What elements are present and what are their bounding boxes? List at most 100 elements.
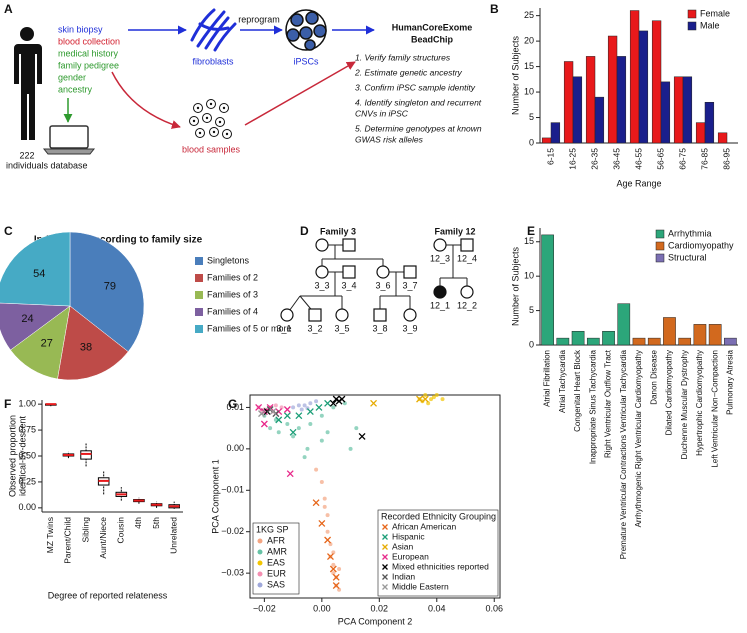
point xyxy=(266,403,274,411)
legend-swatch xyxy=(195,291,203,299)
x-tick-label: −0.02 xyxy=(253,603,276,613)
bar xyxy=(632,337,646,346)
point xyxy=(332,573,340,581)
legend-label: African American xyxy=(392,521,457,531)
point xyxy=(370,399,378,407)
step: CNVs in iPSC xyxy=(355,108,409,118)
point xyxy=(308,401,313,406)
y-tick-label: 15 xyxy=(524,236,534,246)
value-label: 24 xyxy=(21,313,33,325)
bar xyxy=(556,337,570,346)
panel-label: E xyxy=(527,224,535,238)
y-tick-label: 5 xyxy=(529,112,534,122)
point xyxy=(315,403,323,411)
point xyxy=(331,550,336,555)
point xyxy=(322,496,327,501)
x-tick-label: 36-45 xyxy=(611,148,621,170)
panel-label: A xyxy=(4,2,13,16)
member-label: 3_2 xyxy=(307,323,322,333)
x-tick-label: 66-75 xyxy=(677,148,687,170)
point xyxy=(329,565,337,573)
legend-label: SAS xyxy=(267,579,285,589)
legend-label: Families of 5 or more xyxy=(207,323,292,333)
x-tick-label: Right Ventricular Outflow Tract xyxy=(604,349,613,458)
point xyxy=(348,446,353,451)
point xyxy=(302,455,307,460)
point xyxy=(429,397,434,402)
legend-label: Male xyxy=(700,20,720,30)
family-title: Family 12 xyxy=(434,226,475,236)
ipsc-icon xyxy=(285,9,327,51)
x-axis-label: PCA Component 2 xyxy=(338,616,413,626)
x-tick-label: MZ Twins xyxy=(45,517,55,553)
bar xyxy=(708,324,722,346)
member-label: 3_6 xyxy=(375,280,390,290)
point xyxy=(260,420,268,428)
member-label: 3_7 xyxy=(402,280,417,290)
bar xyxy=(541,234,554,346)
y-tick-label: 1.00 xyxy=(18,399,36,409)
legend-swatch xyxy=(655,229,665,239)
bar xyxy=(571,330,585,346)
item: medical history xyxy=(58,48,119,58)
legend-swatch xyxy=(195,325,203,333)
point xyxy=(319,480,324,484)
point xyxy=(258,410,265,418)
point xyxy=(325,529,330,534)
y-tick-label: 10 xyxy=(524,86,534,96)
point xyxy=(329,399,337,407)
point xyxy=(306,408,314,416)
legend-swatch xyxy=(382,534,388,540)
chip-title: HumanCoreExome xyxy=(392,22,473,32)
x-tick-label: Atrial Tachycardia xyxy=(558,349,567,413)
legend-label: AFR xyxy=(267,535,286,545)
point xyxy=(325,513,330,518)
x-tick-label: Atrial Fibrillation xyxy=(543,350,552,407)
legend-swatch xyxy=(382,544,388,550)
legend-label: Mixed ethnicities reported xyxy=(392,561,489,571)
x-tick-label: Arrhythmogenic Right Ventricular Cardiom… xyxy=(634,350,643,527)
step: 1. Verify family structures xyxy=(355,52,451,62)
x-tick-label: Premature Ventricular Contractions Ventr… xyxy=(619,349,628,559)
arrow xyxy=(111,71,181,129)
member-label: 12_3 xyxy=(430,253,450,263)
bar xyxy=(663,317,676,346)
legend-label: AMR xyxy=(267,546,288,556)
legend-swatch xyxy=(687,9,697,19)
step: 2. Estimate genetic ancestry xyxy=(354,67,463,77)
legend-swatch xyxy=(382,554,388,560)
member-label: 3_5 xyxy=(334,323,349,333)
bar xyxy=(724,337,737,346)
label: database xyxy=(50,160,87,170)
legend-swatch xyxy=(195,257,203,265)
x-axis-label: Degree of reported relateness xyxy=(48,590,168,600)
y-tick-label: 0 xyxy=(529,339,534,349)
legend-box xyxy=(377,509,499,597)
value-label: 27 xyxy=(41,338,53,350)
x-tick-label: Congenital Heart Block xyxy=(573,349,582,432)
item: family pedigree xyxy=(58,60,119,70)
member-label: 3_1 xyxy=(276,323,291,333)
pie-slice xyxy=(0,231,71,307)
member-label: 12_2 xyxy=(457,300,477,310)
point xyxy=(305,446,310,451)
point xyxy=(338,395,346,403)
legend-swatch xyxy=(257,538,263,544)
x-tick-label: Danon Disease xyxy=(649,349,658,404)
value-label: 54 xyxy=(33,268,45,280)
point xyxy=(296,403,301,408)
point xyxy=(299,407,304,412)
legend-label: Indian xyxy=(392,571,415,581)
bar xyxy=(550,122,561,144)
y-tick-label: 15 xyxy=(524,61,534,71)
y-tick-label: 25 xyxy=(524,10,534,20)
x-axis-label: Age Range xyxy=(616,178,661,188)
x-tick-label: Duchenne Muscular Dystrophy xyxy=(680,350,689,459)
item: gender xyxy=(58,72,86,82)
bar xyxy=(693,324,707,346)
arrow xyxy=(244,61,356,126)
point xyxy=(296,426,301,431)
point xyxy=(255,403,263,411)
legend-label: Families of 2 xyxy=(207,272,258,282)
point xyxy=(314,467,319,472)
